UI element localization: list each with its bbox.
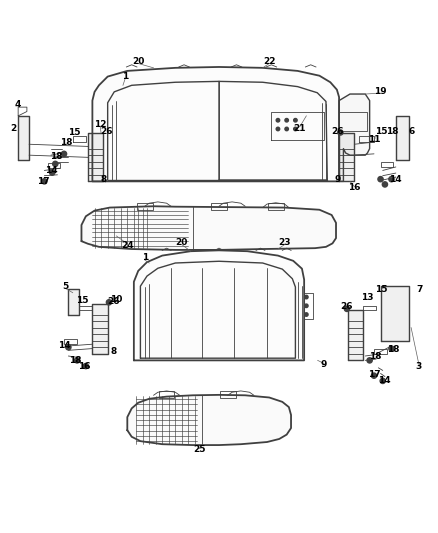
Polygon shape <box>127 395 291 445</box>
Bar <box>211 203 227 210</box>
Circle shape <box>276 118 280 122</box>
Bar <box>64 339 77 344</box>
Circle shape <box>378 176 383 182</box>
Text: 7: 7 <box>417 285 423 294</box>
Text: 11: 11 <box>368 135 380 144</box>
Circle shape <box>285 118 288 122</box>
Text: 3: 3 <box>416 361 422 370</box>
Text: 8: 8 <box>110 347 117 356</box>
Text: 1: 1 <box>122 72 128 81</box>
Circle shape <box>106 300 112 305</box>
Polygon shape <box>92 67 339 181</box>
Text: 18: 18 <box>69 356 81 365</box>
Text: 12: 12 <box>94 120 106 129</box>
Text: 9: 9 <box>335 175 341 184</box>
Text: 4: 4 <box>15 100 21 109</box>
Polygon shape <box>81 206 336 250</box>
Circle shape <box>304 313 308 316</box>
Bar <box>268 203 284 210</box>
Circle shape <box>285 127 288 131</box>
Text: 14: 14 <box>58 341 71 350</box>
Text: 14: 14 <box>45 166 57 175</box>
Text: 25: 25 <box>193 446 205 454</box>
Text: 10: 10 <box>110 295 123 304</box>
Text: 20: 20 <box>132 57 145 66</box>
Bar <box>159 391 174 398</box>
Text: 24: 24 <box>121 241 134 250</box>
Text: 13: 13 <box>361 293 374 302</box>
Polygon shape <box>381 286 409 341</box>
Text: 15: 15 <box>68 127 80 136</box>
Bar <box>220 391 236 398</box>
Text: 15: 15 <box>375 285 388 294</box>
Text: 15: 15 <box>77 296 89 305</box>
Text: 16: 16 <box>348 183 360 192</box>
Circle shape <box>276 127 280 131</box>
Text: 8: 8 <box>100 175 106 184</box>
Text: 6: 6 <box>409 127 415 136</box>
Text: 18: 18 <box>60 139 72 148</box>
Circle shape <box>382 182 388 187</box>
Text: 19: 19 <box>374 87 387 96</box>
Text: 18: 18 <box>387 345 400 354</box>
Polygon shape <box>396 116 409 159</box>
Text: 17: 17 <box>367 370 380 379</box>
Bar <box>137 203 152 210</box>
Circle shape <box>344 306 350 311</box>
Polygon shape <box>88 133 103 181</box>
Text: 21: 21 <box>293 125 306 133</box>
Text: 23: 23 <box>278 238 291 247</box>
Circle shape <box>371 373 377 378</box>
Circle shape <box>293 118 297 122</box>
Bar <box>48 163 60 168</box>
Circle shape <box>42 179 47 184</box>
Text: 14: 14 <box>378 376 390 385</box>
Polygon shape <box>18 116 29 159</box>
Text: 5: 5 <box>62 281 68 290</box>
Text: 26: 26 <box>340 302 353 311</box>
Circle shape <box>389 346 394 351</box>
Polygon shape <box>339 94 370 181</box>
Polygon shape <box>134 251 304 360</box>
Bar <box>374 349 387 354</box>
Circle shape <box>304 295 308 299</box>
Text: 14: 14 <box>389 175 402 184</box>
Text: 20: 20 <box>176 238 188 247</box>
Polygon shape <box>92 304 108 354</box>
Text: 18: 18 <box>386 127 399 136</box>
Text: 2: 2 <box>11 125 17 133</box>
Circle shape <box>304 304 308 308</box>
Bar <box>381 161 393 167</box>
Polygon shape <box>339 133 354 181</box>
Text: 26: 26 <box>100 127 113 136</box>
Circle shape <box>83 364 88 369</box>
Circle shape <box>49 170 55 175</box>
Circle shape <box>380 378 385 384</box>
Text: 26: 26 <box>107 297 120 306</box>
Polygon shape <box>68 289 79 314</box>
Text: 18: 18 <box>50 152 63 161</box>
Text: 18: 18 <box>369 351 381 360</box>
Circle shape <box>367 358 372 363</box>
Polygon shape <box>348 310 363 360</box>
Circle shape <box>293 127 297 131</box>
Text: 15: 15 <box>375 127 388 136</box>
Text: 9: 9 <box>321 360 327 369</box>
Text: 17: 17 <box>37 177 50 186</box>
Circle shape <box>66 345 71 350</box>
Circle shape <box>61 151 67 157</box>
Text: 26: 26 <box>332 127 344 136</box>
Text: 22: 22 <box>263 57 276 66</box>
Circle shape <box>338 130 343 135</box>
Circle shape <box>74 358 80 363</box>
Text: 1: 1 <box>141 253 148 262</box>
Text: 16: 16 <box>78 362 91 372</box>
Circle shape <box>389 176 394 182</box>
Circle shape <box>53 161 58 166</box>
